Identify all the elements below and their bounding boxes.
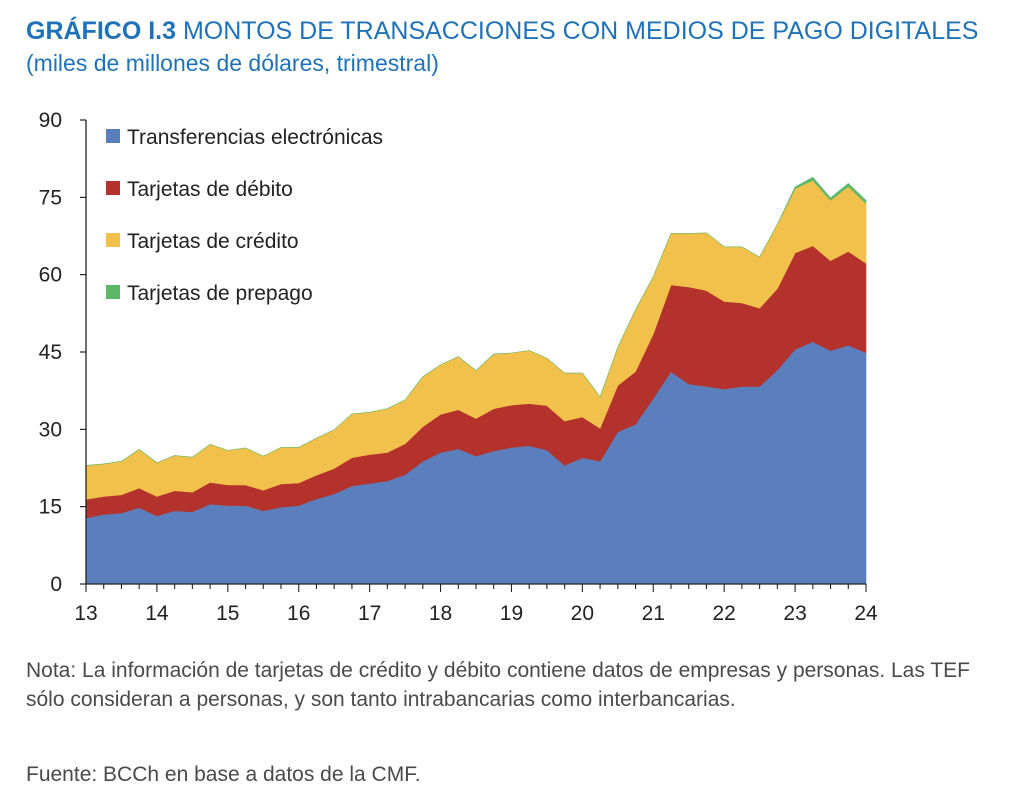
chart-title: MONTOS DE TRANSACCIONES CON MEDIOS DE PA…: [182, 17, 979, 45]
legend-label: Tarjetas de débito: [127, 178, 293, 201]
legend-swatch: [106, 129, 120, 143]
y-tick-label: 15: [39, 496, 62, 519]
legend-label: Tarjetas de prepago: [127, 282, 313, 305]
x-tick-label: 22: [713, 602, 736, 625]
y-tick-label: 30: [39, 418, 62, 441]
legend-swatch: [106, 285, 120, 299]
area-series-4: [85, 176, 867, 466]
x-tick-label: 19: [500, 602, 523, 625]
x-tick-label: 24: [854, 602, 878, 625]
x-tick-label: 16: [287, 602, 310, 625]
x-tick-label: 17: [358, 602, 381, 625]
legend: Transferencias electrónicas Tarjetas de d…: [106, 126, 383, 305]
y-tick-label: 75: [39, 186, 62, 209]
legend-label: Transferencias electrónicas: [127, 126, 383, 149]
legend-swatch: [106, 233, 120, 247]
x-tick-label: 18: [429, 602, 452, 625]
axes-layer: 0 15 30 45 60 75 90 13 14 15 16 17 18 19 20 21 22 23 24: [39, 109, 878, 625]
x-tick-label: 23: [783, 602, 806, 625]
y-tick-label: 45: [39, 341, 62, 364]
chart-source: Fuente: BCCh en base a datos de la CMF.: [26, 763, 421, 786]
y-tick-label: 90: [39, 109, 62, 132]
y-tick-label: 0: [50, 573, 62, 596]
chart-note: Nota: La información de tarjetas de créd…: [26, 659, 970, 711]
chart-title-line: GRÁFICO I.3 MONTOS DE TRANSACCIONES CON …: [26, 16, 1016, 46]
chart-subtitle: (miles de millones de dólares, trimestra…: [26, 50, 439, 76]
chart-header: GRÁFICO I.3 MONTOS DE TRANSACCIONES CON …: [26, 16, 1016, 78]
x-tick-label: 15: [216, 602, 239, 625]
x-tick-label: 21: [642, 602, 665, 625]
x-tick-label: 13: [74, 602, 97, 625]
chart-number: GRÁFICO I.3: [26, 17, 177, 45]
legend-swatch: [106, 181, 120, 195]
legend-label: Tarjetas de crédito: [127, 230, 299, 253]
x-tick-label: 14: [145, 602, 169, 625]
y-tick-label: 60: [39, 264, 62, 287]
x-tick-label: 20: [571, 602, 594, 625]
stacked-area-chart: 0 15 30 45 60 75 90 13 14 15 16 17 18 19 20 21 22 23 24 Tr…: [39, 109, 878, 625]
